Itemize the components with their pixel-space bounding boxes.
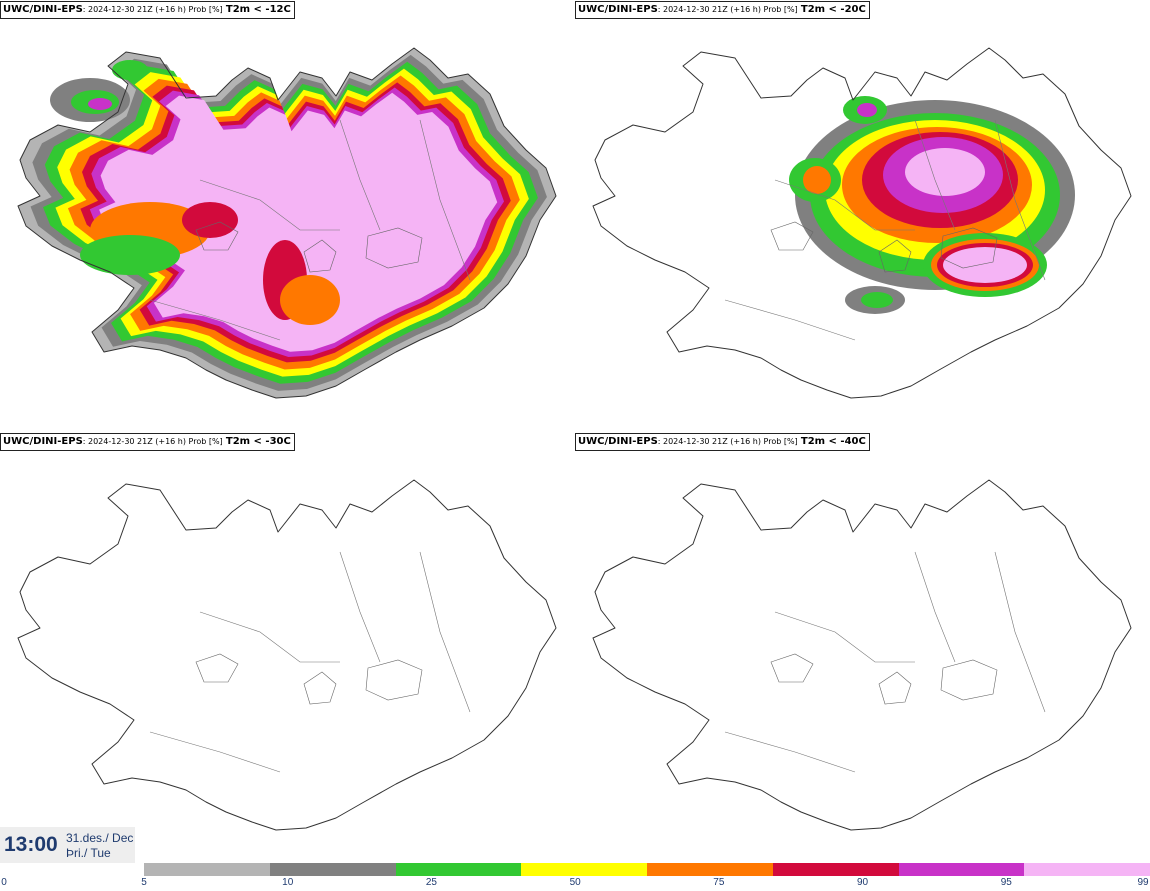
probability-band xyxy=(943,247,1027,283)
run-info: : 2024-12-30 21Z (+16 h) Prob [%] xyxy=(657,437,798,446)
region-boundary xyxy=(914,119,956,231)
probability-band xyxy=(857,103,877,117)
region-boundary xyxy=(774,179,915,231)
parameter-label: T2m < -20C xyxy=(800,4,866,15)
probability-band xyxy=(803,166,831,194)
run-info: : 2024-12-30 21Z (+16 h) Prob [%] xyxy=(657,5,798,14)
colorbar-segment xyxy=(898,863,1025,876)
panel-title: UWC/DINI-EPS: 2024-12-30 21Z (+16 h) Pro… xyxy=(575,1,870,19)
colorbar-tick-label: 5 xyxy=(141,877,147,888)
glacier-outline xyxy=(303,671,337,705)
panel-title: UWC/DINI-EPS: 2024-12-30 21Z (+16 h) Pro… xyxy=(0,433,295,451)
map-panel-40c: UWC/DINI-EPS: 2024-12-30 21Z (+16 h) Pro… xyxy=(575,432,1150,863)
region-boundary xyxy=(149,299,281,341)
colorbar-segment xyxy=(647,863,773,876)
glacier-outline xyxy=(365,227,423,269)
region-boundary xyxy=(724,299,856,341)
colorbar-tick-label: 75 xyxy=(713,877,725,888)
glacier-outline xyxy=(878,239,912,273)
map-40c xyxy=(592,479,1132,831)
region-boundary xyxy=(199,179,340,231)
map-12c xyxy=(17,47,557,399)
colorbar-segment xyxy=(772,863,899,876)
colorbar-tick-label: 10 xyxy=(282,877,294,888)
region-boundary xyxy=(724,731,856,773)
parameter-label: T2m < -40C xyxy=(800,436,866,447)
valid-weekday: Þri./ Tue xyxy=(66,846,111,860)
panel-title: UWC/DINI-EPS: 2024-12-30 21Z (+16 h) Pro… xyxy=(575,433,870,451)
region-boundary xyxy=(914,551,956,663)
glacier-outline xyxy=(940,659,998,701)
valid-time-box: 13:00 31.des./ Dec Þri./ Tue xyxy=(0,827,135,863)
probability-band xyxy=(99,92,498,352)
coastline xyxy=(17,47,557,399)
probability-band xyxy=(112,60,148,80)
colorbar-tick-label: 90 xyxy=(857,877,869,888)
panel-title: UWC/DINI-EPS: 2024-12-30 21Z (+16 h) Pro… xyxy=(0,1,295,19)
glacier-outline xyxy=(195,221,239,251)
glacier-outline xyxy=(878,671,912,705)
glacier-outline xyxy=(195,653,239,683)
parameter-label: T2m < -30C xyxy=(225,436,291,447)
parameter-label: T2m < -12C xyxy=(225,4,291,15)
probability-band xyxy=(88,98,112,110)
map-panel-12c: UWC/DINI-EPS: 2024-12-30 21Z (+16 h) Pro… xyxy=(0,0,575,431)
colorbar-segment xyxy=(1024,863,1150,876)
map-30c xyxy=(17,479,557,831)
colorbar-tick-label: 99 xyxy=(1137,877,1149,888)
region-boundary xyxy=(339,551,381,663)
model-name: UWC/DINI-EPS xyxy=(3,4,83,15)
colorbar-segment xyxy=(269,863,396,876)
run-info: : 2024-12-30 21Z (+16 h) Prob [%] xyxy=(82,5,223,14)
glacier-outline xyxy=(770,653,814,683)
region-boundary xyxy=(199,611,340,663)
probability-band xyxy=(280,275,340,325)
region-boundary xyxy=(994,551,1046,713)
glacier-outline xyxy=(303,239,337,273)
colorbar-segment xyxy=(521,863,647,876)
map-panel-30c: UWC/DINI-EPS: 2024-12-30 21Z (+16 h) Pro… xyxy=(0,432,575,863)
coastline xyxy=(17,479,557,831)
region-boundary xyxy=(994,119,1046,281)
colorbar-segment xyxy=(395,863,522,876)
colorbar-tick-label: 95 xyxy=(1000,877,1012,888)
map-20c xyxy=(592,47,1132,399)
colorbar-tick-label: 50 xyxy=(569,877,581,888)
colorbar-tick-label: 25 xyxy=(425,877,437,888)
glacier-outline xyxy=(365,659,423,701)
map-panel-20c: UWC/DINI-EPS: 2024-12-30 21Z (+16 h) Pro… xyxy=(575,0,1150,431)
run-info: : 2024-12-30 21Z (+16 h) Prob [%] xyxy=(82,437,223,446)
model-name: UWC/DINI-EPS xyxy=(578,4,658,15)
region-boundary xyxy=(774,611,915,663)
coastline xyxy=(592,47,1132,399)
region-boundary xyxy=(419,119,471,281)
glacier-outline xyxy=(770,221,814,251)
probability-band xyxy=(182,202,238,238)
model-name: UWC/DINI-EPS xyxy=(578,436,658,447)
region-boundary xyxy=(149,731,281,773)
valid-time-clock: 13:00 xyxy=(4,833,58,856)
colorbar-tick-label: 0 xyxy=(1,877,7,888)
glacier-outline xyxy=(940,227,998,269)
probability-band xyxy=(905,148,985,196)
valid-date: 31.des./ Dec xyxy=(66,831,134,845)
model-name: UWC/DINI-EPS xyxy=(3,436,83,447)
probability-band xyxy=(861,292,893,308)
region-boundary xyxy=(419,551,471,713)
region-boundary xyxy=(339,119,381,231)
probability-colorbar xyxy=(144,863,1150,876)
coastline xyxy=(592,479,1132,831)
colorbar-segment xyxy=(144,863,270,876)
probability-band xyxy=(80,235,180,275)
